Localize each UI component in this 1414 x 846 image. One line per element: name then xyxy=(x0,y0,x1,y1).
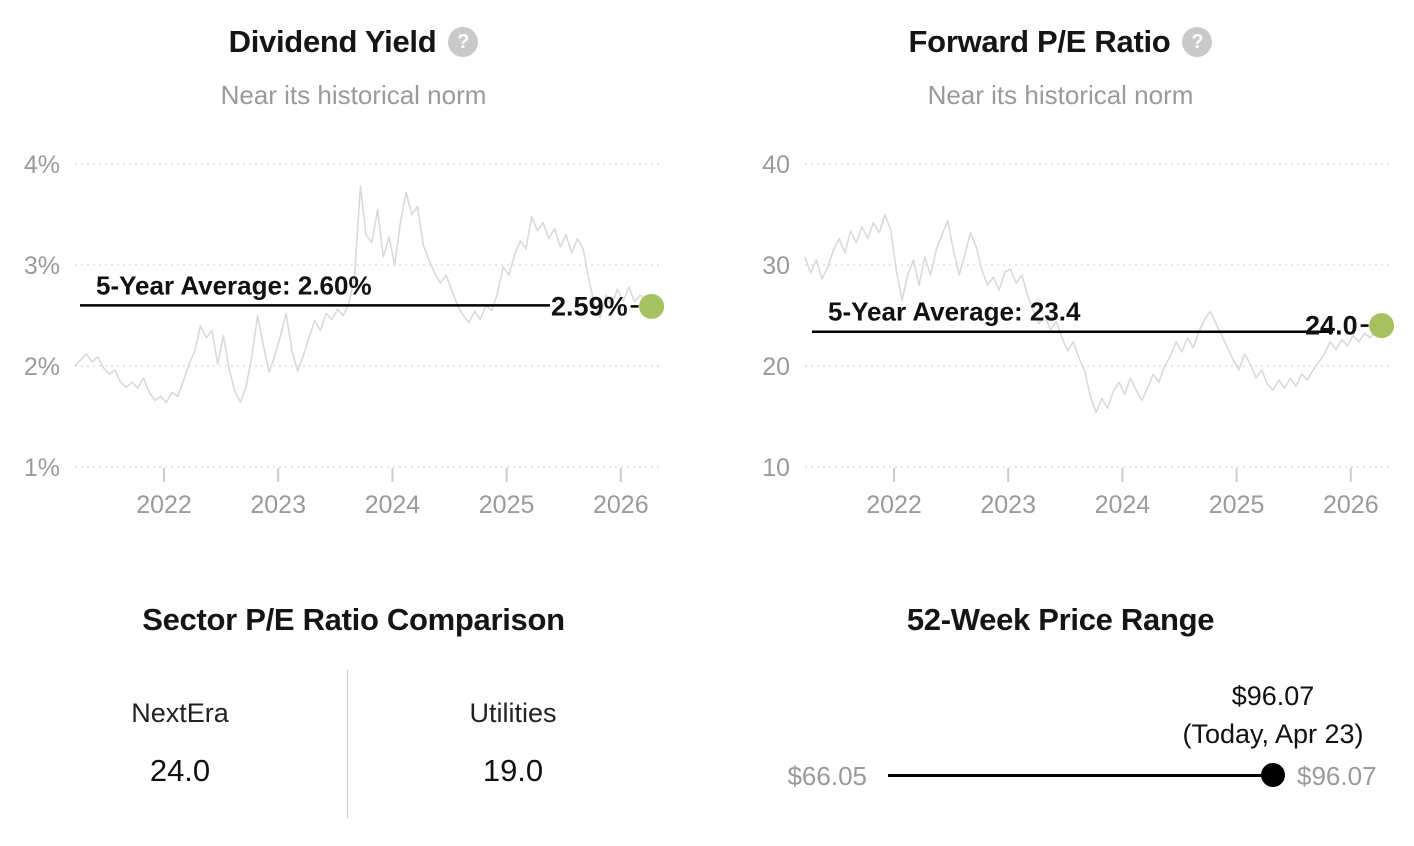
x-axis-label: 2023 xyxy=(980,491,1036,519)
price-range-line xyxy=(888,774,1265,777)
help-icon[interactable]: ? xyxy=(1182,27,1213,57)
history-line xyxy=(804,213,1383,414)
forward-pe-title: Forward P/E Ratio xyxy=(908,24,1171,59)
y-axis-label: 10 xyxy=(762,454,790,482)
sector-column-label: NextEra xyxy=(131,698,229,728)
range-high-label: $96.07 xyxy=(1297,761,1377,791)
sector-column-value: 24.0 xyxy=(149,753,211,788)
sector-column-nextera: NextEra 24.0 xyxy=(55,698,305,789)
dividend-yield-chart: 4% 3% 2% 1% 2022 2023 2024 2025 2026 5-Year Avera… xyxy=(24,151,665,519)
column-divider xyxy=(347,670,348,818)
current-price-label: $96.07 xyxy=(1231,681,1315,711)
y-axis-label: 20 xyxy=(762,353,790,381)
current-date-label: (Today, Apr 23) xyxy=(1182,719,1364,749)
history-line xyxy=(74,185,653,404)
y-axis-label: 2% xyxy=(24,353,60,381)
x-axis-label: 2024 xyxy=(365,491,421,519)
dividend-yield-subtitle-row: Near its historical norm xyxy=(0,80,707,111)
forward-pe-subtitle: Near its historical norm xyxy=(927,80,1194,110)
forward-pe-header: Forward P/E Ratio ? xyxy=(707,24,1414,60)
sector-column-value: 19.0 xyxy=(482,753,544,788)
dividend-yield-subtitle: Near its historical norm xyxy=(220,80,487,110)
x-axis-label: 2025 xyxy=(479,491,535,519)
dividend-yield-header: Dividend Yield ? xyxy=(0,24,707,60)
y-axis-label: 1% xyxy=(24,454,60,482)
current-value-dot xyxy=(639,293,665,319)
price-range-title: 52-Week Price Range xyxy=(906,602,1215,637)
current-price-dot xyxy=(1261,763,1285,787)
dividend-yield-title: Dividend Yield xyxy=(228,24,437,59)
help-icon[interactable]: ? xyxy=(448,27,479,57)
forward-pe-subtitle-row: Near its historical norm xyxy=(707,80,1414,111)
forward-pe-chart: 40 30 20 10 2022 2023 2024 2025 2026 5-Year Avera… xyxy=(762,151,1395,519)
x-axis-label: 2022 xyxy=(866,491,922,519)
sector-column-label: Utilities xyxy=(469,698,557,728)
price-range-section: 52-Week Price Range xyxy=(707,602,1414,638)
current-value-dot xyxy=(1369,313,1395,339)
y-axis-label: 40 xyxy=(762,151,790,179)
current-value-label: 2.59% xyxy=(551,291,628,321)
x-axis-label: 2025 xyxy=(1209,491,1265,519)
current-value-label: 24.0 xyxy=(1305,311,1358,341)
y-axis-label: 3% xyxy=(24,252,60,280)
range-low-label: $66.05 xyxy=(787,761,867,791)
y-axis-label: 4% xyxy=(24,151,60,179)
sector-column-utilities: Utilities 19.0 xyxy=(388,698,638,789)
y-axis-label: 30 xyxy=(762,252,790,280)
valuation-charts: 4% 3% 2% 1% 2022 2023 2024 2025 2026 5-Year Avera… xyxy=(24,151,1395,519)
sector-comparison-title: Sector P/E Ratio Comparison xyxy=(142,602,565,637)
x-axis-label: 2024 xyxy=(1095,491,1151,519)
average-label: 5-Year Average: 23.4 xyxy=(828,297,1081,327)
sector-comparison-section: Sector P/E Ratio Comparison xyxy=(0,602,707,638)
x-axis-label: 2023 xyxy=(250,491,306,519)
x-axis-label: 2026 xyxy=(593,491,649,519)
x-axis-label: 2022 xyxy=(136,491,192,519)
x-axis-label: 2026 xyxy=(1323,491,1379,519)
average-label: 5-Year Average: 2.60% xyxy=(96,270,372,300)
